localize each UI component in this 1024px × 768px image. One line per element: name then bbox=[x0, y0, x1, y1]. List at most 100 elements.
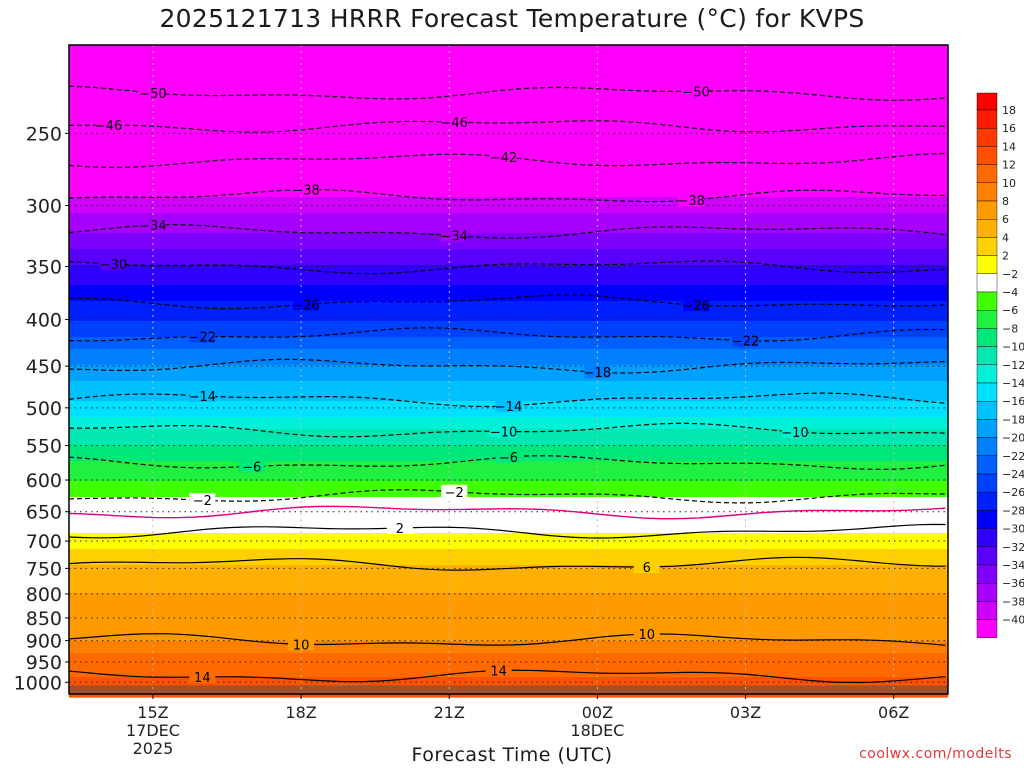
colorbar-swatch bbox=[976, 255, 998, 275]
contour-label: −18 bbox=[584, 366, 611, 381]
temperature-band bbox=[69, 677, 948, 682]
y-tick-label: 750 bbox=[26, 558, 62, 580]
temperature-band bbox=[69, 217, 948, 222]
temperature-band bbox=[69, 565, 948, 570]
x-tick-label: 00Z bbox=[582, 703, 613, 722]
temperature-band bbox=[69, 649, 948, 654]
y-tick-label: 850 bbox=[26, 608, 62, 630]
temperature-band bbox=[69, 181, 948, 186]
x-tick-label: 03Z bbox=[730, 703, 761, 722]
x-tick-label: 2025 bbox=[133, 739, 174, 758]
contour-label: −14 bbox=[189, 390, 216, 405]
temperature-band bbox=[69, 441, 948, 446]
temperature-band bbox=[69, 289, 948, 294]
temperature-band bbox=[69, 421, 948, 426]
colorbar-label: 4 bbox=[1002, 231, 1009, 244]
colorbar-swatch bbox=[976, 164, 998, 184]
contour-label-bg bbox=[386, 521, 413, 535]
temperature-band bbox=[69, 93, 948, 98]
temperature-band bbox=[69, 273, 948, 278]
temperature-band bbox=[69, 533, 948, 538]
temperature-band bbox=[69, 537, 948, 542]
temperature-band bbox=[69, 221, 948, 226]
temperature-band bbox=[69, 81, 948, 86]
temperature-band bbox=[69, 325, 948, 330]
temperature-band bbox=[69, 381, 948, 386]
contour-label-bg bbox=[100, 257, 127, 271]
colorbar-label: 2 bbox=[1002, 250, 1009, 263]
temperature-band bbox=[69, 501, 948, 506]
contour-label-bg bbox=[189, 388, 216, 402]
temperature-band bbox=[69, 97, 948, 102]
temperature-band bbox=[69, 109, 948, 114]
colorbar-label: −40 bbox=[1002, 614, 1024, 627]
colorbar-label: 16 bbox=[1002, 122, 1016, 135]
contour-label: −22 bbox=[732, 335, 759, 350]
contour-line--38 bbox=[68, 188, 946, 203]
temperature-band bbox=[69, 561, 948, 566]
temperature-band bbox=[69, 49, 948, 54]
colorbar-swatch bbox=[976, 437, 998, 457]
temperature-band bbox=[69, 489, 948, 494]
colorbar-swatch bbox=[976, 328, 998, 347]
colorbar-label: −20 bbox=[1002, 432, 1024, 445]
temperature-band bbox=[69, 317, 948, 322]
temperature-band bbox=[69, 309, 948, 314]
y-tick-label: 400 bbox=[26, 309, 62, 331]
y-tick-label: 300 bbox=[26, 196, 62, 218]
temperature-band bbox=[69, 225, 948, 230]
temperature-band bbox=[69, 557, 948, 562]
colorbar-swatch bbox=[976, 455, 998, 475]
colorbar-label: −16 bbox=[1002, 395, 1024, 408]
colorbar-label: −26 bbox=[1002, 486, 1024, 499]
temperature-band bbox=[69, 205, 948, 210]
temperature-band bbox=[69, 353, 948, 358]
chart-title: 2025121713 HRRR Forecast Temperature (°C… bbox=[159, 4, 865, 33]
contour-label-bg bbox=[495, 398, 522, 412]
colorbar-label: −10 bbox=[1002, 341, 1024, 354]
y-tick-label: 250 bbox=[26, 123, 62, 145]
colorbar-label: −36 bbox=[1002, 577, 1024, 590]
temperature-band bbox=[69, 657, 948, 662]
temperature-band bbox=[69, 349, 948, 354]
temperature-band bbox=[69, 57, 948, 62]
contour-line--30 bbox=[68, 260, 946, 275]
colorbar-swatch bbox=[976, 218, 998, 238]
contour-label: −2 bbox=[445, 486, 464, 501]
temperature-band bbox=[69, 525, 948, 530]
temperature-band bbox=[69, 341, 948, 346]
temperature-band bbox=[69, 693, 948, 698]
colorbar-swatch bbox=[976, 273, 998, 293]
y-tick-label: 350 bbox=[26, 257, 62, 279]
temperature-band bbox=[69, 629, 948, 634]
contour-label-bg bbox=[189, 493, 216, 507]
y-tick-label: 600 bbox=[26, 470, 62, 492]
colorbar-label: −18 bbox=[1002, 413, 1024, 426]
temperature-band bbox=[69, 113, 948, 118]
temperature-band bbox=[69, 73, 948, 78]
source-watermark: coolwx.com/modelts bbox=[859, 746, 1012, 762]
colorbar-swatch bbox=[976, 382, 998, 402]
temperature-band bbox=[69, 337, 948, 342]
contour-label: −10 bbox=[781, 426, 808, 441]
colorbar-swatch bbox=[976, 492, 998, 511]
colorbar-swatch bbox=[976, 601, 998, 620]
contour-line--26 bbox=[68, 294, 946, 310]
temperature-band bbox=[69, 549, 948, 554]
temperature-band bbox=[69, 293, 948, 298]
temperature-band bbox=[69, 69, 948, 74]
temperature-band bbox=[69, 301, 948, 306]
temperature-band bbox=[69, 209, 948, 214]
temperature-band bbox=[69, 141, 948, 146]
temperature-band bbox=[69, 505, 948, 510]
temperature-band bbox=[69, 201, 948, 206]
contour-label-bg bbox=[441, 484, 468, 498]
contour-label-bg bbox=[293, 297, 320, 311]
x-tick-label: 18Z bbox=[285, 703, 316, 722]
temperature-band bbox=[69, 497, 948, 502]
temperature-band bbox=[69, 485, 948, 490]
colorbar-label: 14 bbox=[1002, 140, 1016, 153]
contour-label-bg bbox=[678, 193, 705, 207]
temperature-band bbox=[69, 261, 948, 266]
